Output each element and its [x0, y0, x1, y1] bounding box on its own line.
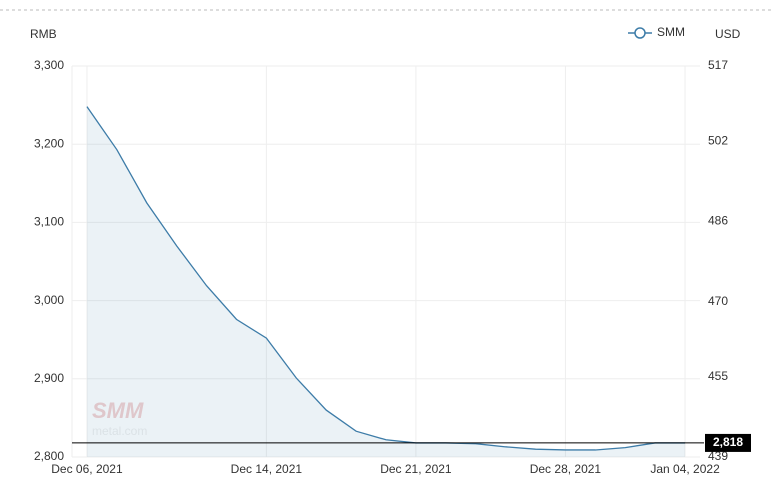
watermark: metal.com: [92, 424, 147, 438]
x-tick-label: Jan 04, 2022: [650, 462, 720, 476]
x-tick-label: Dec 06, 2021: [51, 462, 123, 476]
y2-tick-label: 455: [708, 369, 728, 383]
y2-tick-label: 486: [708, 214, 728, 228]
y2-tick-label: 439: [708, 449, 728, 463]
y-tick-label: 2,800: [34, 449, 64, 463]
current-value-label: 2,818: [713, 435, 743, 449]
x-tick-label: Dec 28, 2021: [530, 462, 602, 476]
y-tick-label: 2,900: [34, 371, 64, 385]
y-tick-label: 3,200: [34, 136, 64, 150]
y-tick-label: 3,000: [34, 293, 64, 307]
x-tick-label: Dec 21, 2021: [380, 462, 452, 476]
area-fill: [86, 106, 686, 457]
series-line: [86, 106, 686, 451]
grid: [71, 65, 700, 458]
y2-tick-label: 470: [708, 294, 728, 308]
y2-tick-label: 517: [708, 58, 728, 72]
y-axis-label: RMB: [30, 27, 57, 41]
y2-tick-label: 502: [708, 133, 728, 147]
y-tick-label: 3,300: [34, 58, 64, 72]
x-tick-label: Dec 14, 2021: [231, 462, 303, 476]
legend-marker: [634, 27, 646, 39]
y2-axis-label: USD: [715, 27, 741, 41]
watermark: SMM: [92, 398, 144, 423]
legend-label[interactable]: SMM: [657, 25, 685, 39]
y-tick-label: 3,100: [34, 215, 64, 229]
current-value-box: [705, 433, 751, 452]
